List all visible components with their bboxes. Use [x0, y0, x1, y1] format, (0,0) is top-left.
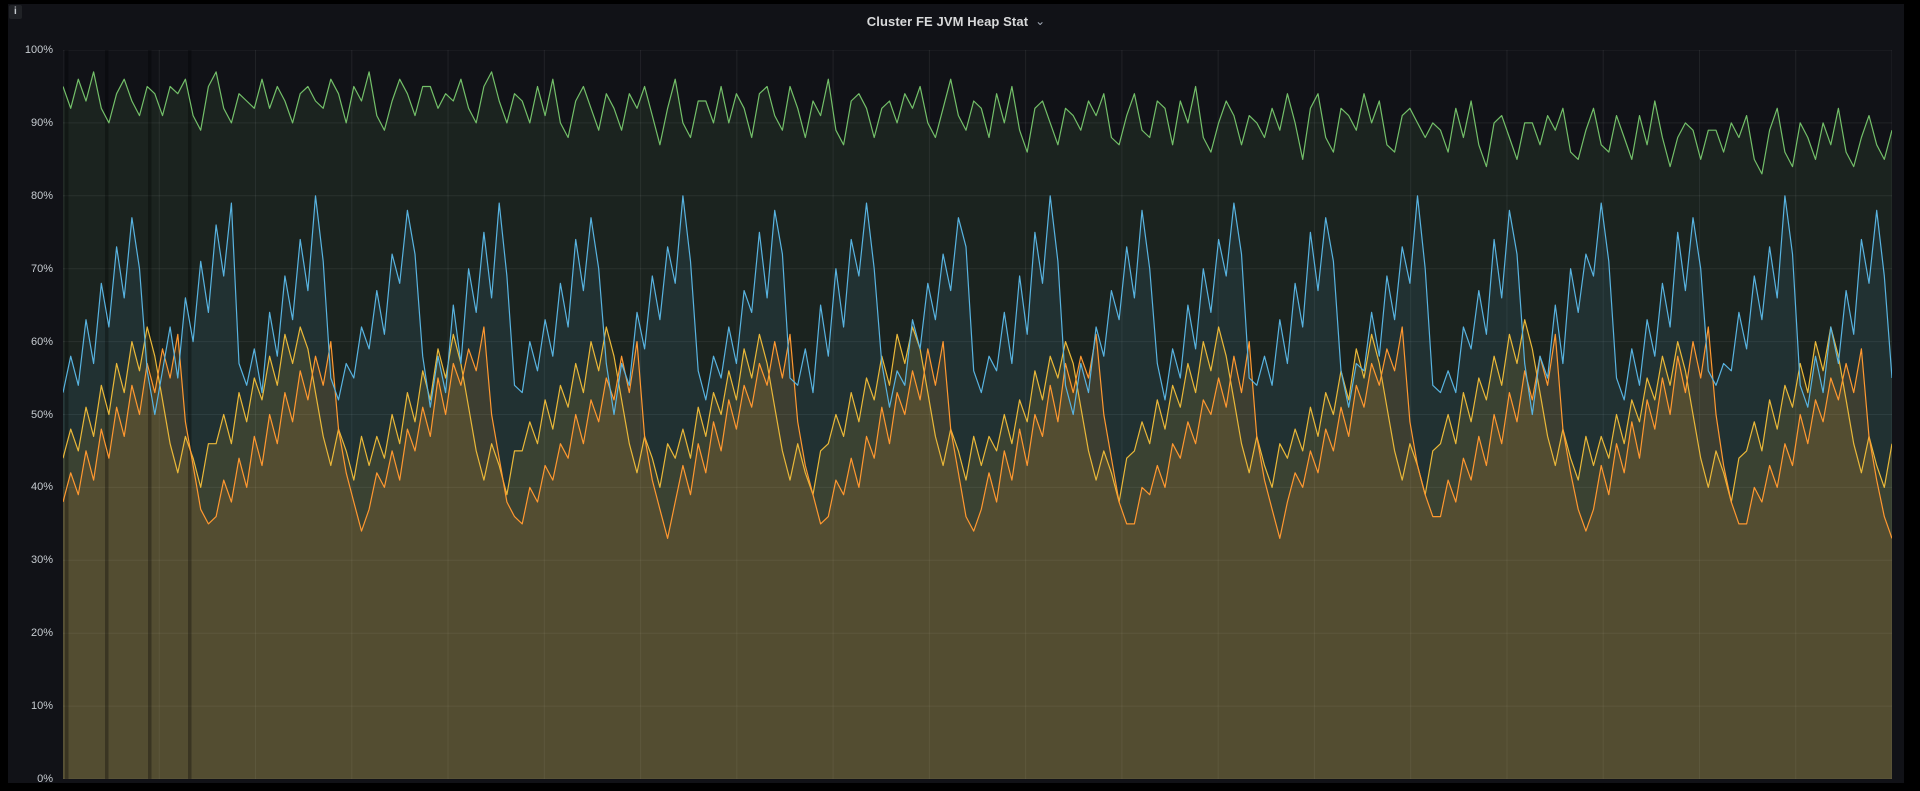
y-axis-tick-80: 80%	[30, 189, 53, 202]
fe-heap-green-fill	[63, 71, 1892, 779]
chart-canvas[interactable]	[63, 50, 1892, 779]
y-axis: 0% 10% 20% 30% 40% 50% 60% 70% 80% 90% 100%	[8, 44, 58, 785]
fe-heap-blue-fill	[63, 195, 1892, 779]
annotation-band	[65, 50, 69, 779]
fe-heap-orange-fill	[63, 327, 1892, 779]
fe-heap-green-line	[63, 71, 1892, 175]
fe-heap-orange-line	[63, 326, 1892, 539]
y-axis-tick-20: 20%	[30, 627, 53, 640]
time-series-plot[interactable]	[63, 50, 1892, 779]
y-axis-tick-0: 0%	[37, 773, 53, 785]
y-axis-tick-10: 10%	[30, 700, 53, 713]
fe-heap-yellow-line	[63, 319, 1892, 503]
panel-info-icon[interactable]: i	[9, 5, 22, 19]
y-axis-tick-70: 70%	[30, 262, 53, 275]
y-axis-tick-90: 90%	[30, 116, 53, 129]
y-axis-tick-30: 30%	[30, 554, 53, 567]
fe-heap-blue-line	[63, 195, 1892, 416]
y-axis-tick-60: 60%	[30, 335, 53, 348]
y-axis-tick-100: 100%	[24, 44, 53, 56]
annotation-band	[105, 50, 109, 779]
annotation-band	[148, 50, 152, 779]
panel-title: Cluster FE JVM Heap Stat	[866, 13, 1029, 29]
chevron-down-icon: ⌄	[1035, 14, 1046, 28]
panel-cluster-fe-jvm-heap-stat: i Cluster FE JVM Heap Stat ⌄ 0% 10% 20% 30%…	[8, 4, 1904, 785]
panel-header[interactable]: Cluster FE JVM Heap Stat ⌄	[8, 4, 1904, 38]
y-axis-tick-40: 40%	[30, 481, 53, 494]
y-axis-tick-50: 50%	[30, 408, 53, 421]
annotation-band	[188, 50, 192, 779]
fe-heap-yellow-fill	[63, 319, 1892, 779]
